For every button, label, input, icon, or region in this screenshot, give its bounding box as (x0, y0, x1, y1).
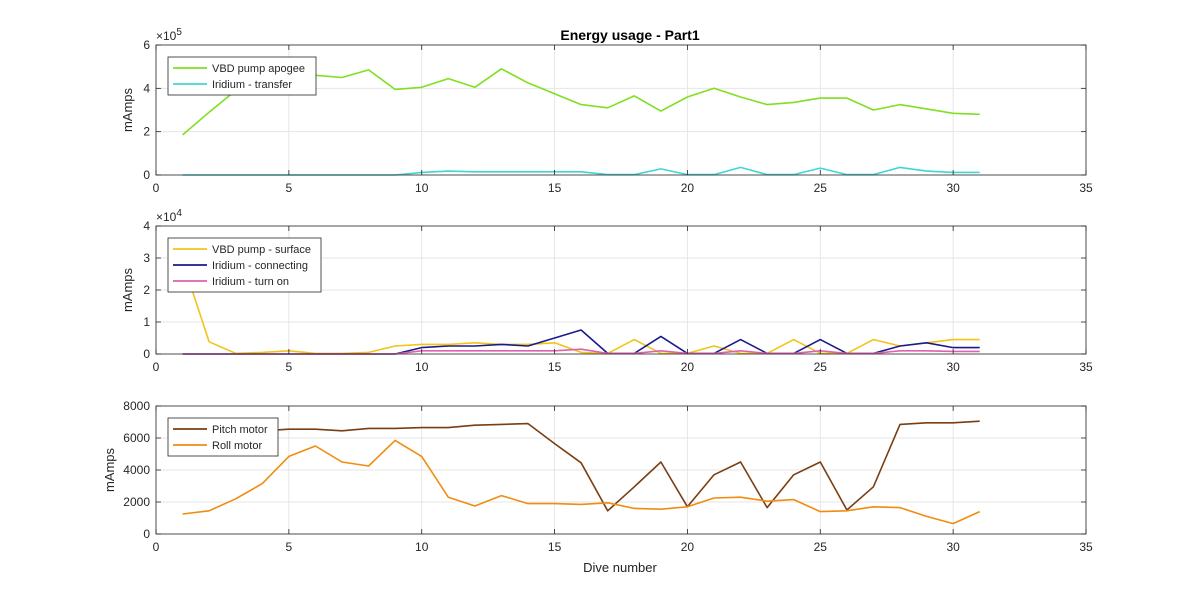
legend: Pitch motor Roll motor (167, 417, 279, 457)
axes-box (155, 44, 1087, 176)
y-tick-label: 2000 (123, 495, 150, 509)
y-exponent-power: 4 (176, 208, 182, 219)
y-axis-label: mAmps (120, 267, 135, 312)
legend-label: Iridium - transfer (212, 79, 292, 91)
x-tick-label: 30 (946, 181, 960, 195)
x-tick-label: 0 (153, 181, 160, 195)
y-tick-label: 2 (143, 283, 150, 297)
figure-title: Energy usage - Part1 (560, 27, 699, 43)
legend-label: Iridium - turn on (212, 276, 289, 288)
x-tick-label: 15 (548, 540, 562, 554)
x-tick-label: 25 (814, 181, 828, 195)
x-tick-label: 5 (286, 181, 293, 195)
x-axis-label: Dive number (583, 560, 657, 575)
legend-box (167, 417, 279, 457)
subplot-1: 0 5 10 15 20 25 30 35 0 2 4 6 ×105 mAmps VBD pump apog… (120, 27, 1093, 195)
legend-label: VBD pump apogee (212, 63, 305, 75)
y-tick-label: 0 (143, 527, 150, 541)
x-tick-label: 30 (946, 540, 960, 554)
x-tick-label: 20 (681, 360, 695, 374)
x-tick-label: 0 (153, 540, 160, 554)
y-axis-label: mAmps (120, 87, 135, 132)
x-tick-label: 5 (286, 360, 293, 374)
x-tick-label: 5 (286, 540, 293, 554)
x-tick-label: 35 (1079, 540, 1093, 554)
x-tick-label: 15 (548, 181, 562, 195)
y-tick-label: 0 (143, 347, 150, 361)
y-exponent-label: ×105 (156, 27, 182, 43)
x-tick-label: 25 (814, 360, 828, 374)
legend-label: VBD pump - surface (212, 244, 311, 256)
y-tick-label: 4 (143, 81, 150, 95)
x-tick-label: 35 (1079, 360, 1093, 374)
legend-label: Iridium - connecting (212, 260, 308, 272)
y-tick-label: 4000 (123, 463, 150, 477)
y-tick-label: 1 (143, 315, 150, 329)
x-tick-label: 20 (681, 181, 695, 195)
series-line-3-2 (182, 439, 981, 525)
legend-box (167, 56, 317, 96)
y-tick-label: 4 (143, 219, 150, 233)
legend: VBD pump - surface Iridium - connecting Ir… (167, 237, 322, 293)
legend: VBD pump apogee Iridium - transfer (167, 56, 317, 96)
y-exponent-label: ×104 (156, 208, 182, 224)
y-tick-label: 6 (143, 38, 150, 52)
x-tick-label: 35 (1079, 181, 1093, 195)
legend-label: Pitch motor (212, 424, 268, 436)
x-tick-label: 10 (415, 181, 429, 195)
x-tick-label: 30 (946, 360, 960, 374)
x-tick-label: 0 (153, 360, 160, 374)
y-tick-label: 8000 (123, 399, 150, 413)
legend-label: Roll motor (212, 440, 262, 452)
x-tick-label: 10 (415, 360, 429, 374)
x-tick-label: 15 (548, 360, 562, 374)
y-tick-label: 3 (143, 251, 150, 265)
y-axis-label: mAmps (102, 447, 117, 492)
x-tick-label: 25 (814, 540, 828, 554)
x-tick-label: 20 (681, 540, 695, 554)
y-exponent-power: 5 (176, 27, 182, 38)
x-tick-label: 10 (415, 540, 429, 554)
y-tick-label: 2 (143, 125, 150, 139)
y-tick-label: 6000 (123, 431, 150, 445)
subplot-3: 0 5 10 15 20 25 30 35 0 2000 4000 6000 8000 mAmps Pitc… (102, 399, 1093, 554)
y-tick-label: 0 (143, 168, 150, 182)
